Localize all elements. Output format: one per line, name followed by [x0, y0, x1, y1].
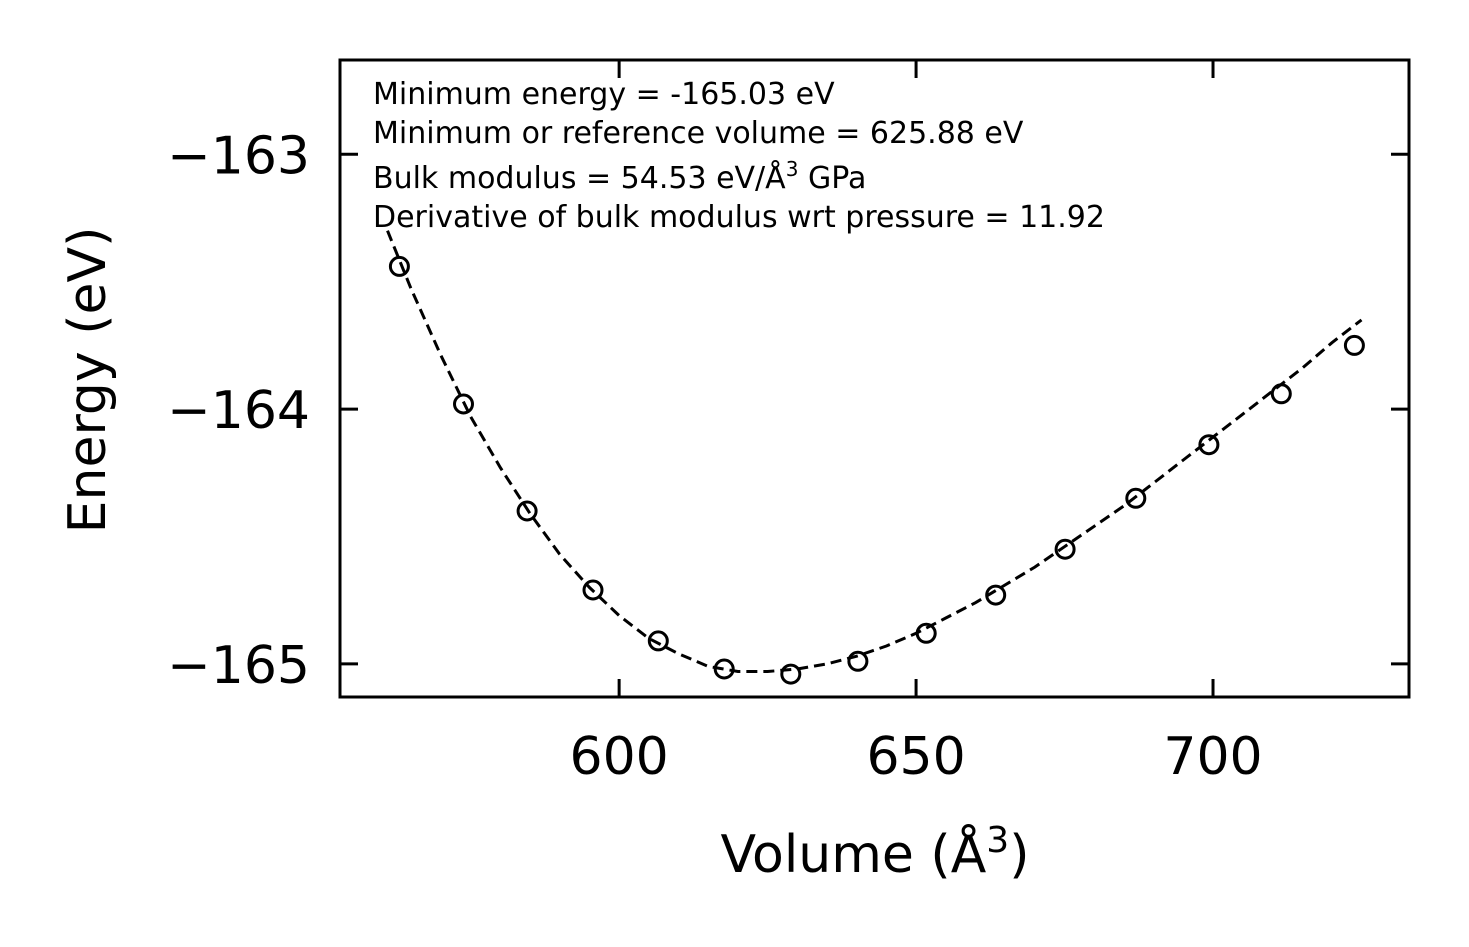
bulk-modulus-unit: GPa	[798, 161, 866, 196]
ticks-layer: 600 650 700 −163 −164 −165	[167, 60, 1409, 787]
data-point	[915, 622, 937, 644]
data-point	[388, 255, 410, 277]
annotation-min-volume: Minimum or reference volume = 625.88 eV	[373, 116, 1024, 151]
data-point	[453, 393, 474, 415]
data-points-layer	[388, 255, 1365, 685]
y-tick-label: −163	[167, 126, 310, 186]
annotation-min-energy: Minimum energy = -165.03 eV	[373, 77, 835, 112]
data-point	[647, 630, 669, 652]
fit-line	[386, 230, 1363, 673]
bulk-modulus-superscript: 3	[786, 157, 799, 181]
plot-frame	[338, 58, 1411, 699]
data-point	[713, 658, 735, 680]
data-point	[582, 579, 604, 601]
x-axis-label-superscript: 3	[986, 820, 1009, 861]
x-tick-label: 650	[866, 727, 965, 787]
data-point	[780, 663, 802, 685]
x-axis-label-close: )	[1009, 825, 1029, 885]
x-axis-label-text: Volume (Å	[721, 823, 987, 885]
y-tick-label: −164	[167, 381, 310, 441]
data-point	[1125, 487, 1147, 509]
x-axis-label: Volume (Å3)	[721, 820, 1030, 885]
data-point	[516, 500, 538, 522]
x-tick-label: 700	[1163, 727, 1262, 787]
annotation-bulk-derivative: Derivative of bulk modulus wrt pressure …	[373, 200, 1105, 235]
data-point	[1198, 434, 1220, 456]
data-point	[985, 584, 1007, 606]
data-point	[1343, 334, 1365, 356]
y-axis-label: Energy (eV)	[58, 227, 118, 534]
annotation-bulk-modulus: Bulk modulus = 54.53 eV/Å3 GPa	[373, 157, 866, 196]
x-tick-label: 600	[569, 727, 668, 787]
data-point	[1270, 383, 1292, 405]
data-point	[1054, 538, 1076, 560]
annotation-block: Minimum energy = -165.03 eV Minimum or r…	[373, 77, 1105, 235]
y-tick-label: −165	[167, 636, 310, 696]
fit-line-layer	[386, 230, 1363, 673]
data-point	[847, 650, 869, 672]
bulk-modulus-label: Bulk modulus = 54.53 eV/Å	[373, 160, 786, 196]
